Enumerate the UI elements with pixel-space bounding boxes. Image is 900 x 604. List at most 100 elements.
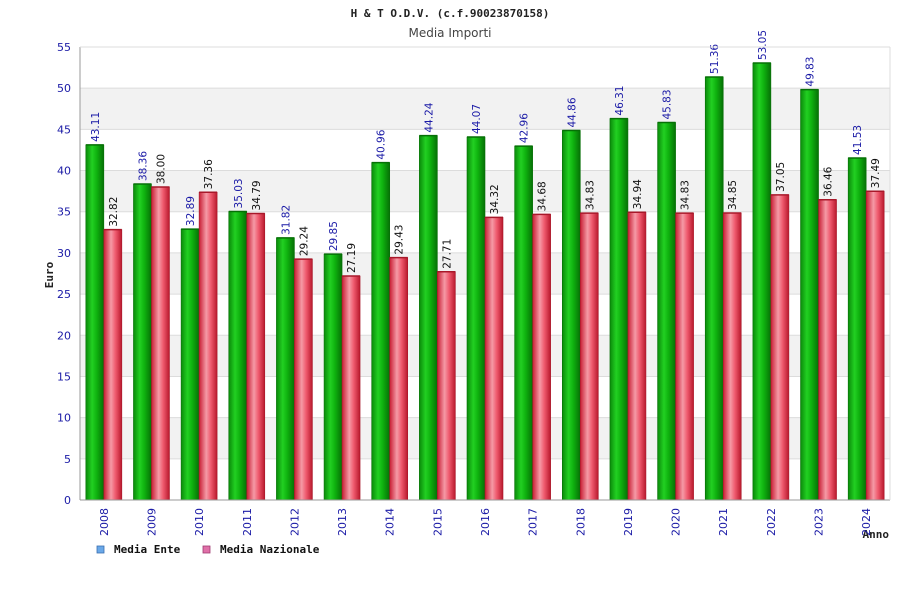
bar-media-ente [371, 162, 391, 501]
y-tick-label: 20 [57, 329, 71, 342]
x-tick-label: 2017 [527, 508, 540, 536]
bar-media-ente [180, 228, 200, 501]
y-tick-label: 10 [57, 412, 71, 425]
bar-media-ente [85, 144, 105, 501]
bar-media-nazionale [484, 217, 504, 501]
bar-media-nazionale [579, 212, 599, 501]
data-label: 42.96 [519, 113, 531, 143]
y-tick-label: 50 [57, 82, 71, 95]
data-label: 38.36 [137, 151, 149, 181]
bar-media-ente [657, 122, 676, 501]
data-label: 45.83 [662, 89, 674, 119]
y-tick-label: 35 [57, 206, 71, 219]
legend-label-media-ente: Media Ente [114, 543, 181, 556]
x-tick-label: 2009 [145, 508, 158, 536]
y-tick-label: 40 [57, 165, 71, 178]
y-tick-label: 30 [57, 247, 71, 260]
x-tick-label: 2011 [241, 508, 254, 536]
bar-media-nazionale [627, 211, 647, 501]
bar-media-nazionale [198, 191, 218, 501]
data-label: 34.79 [251, 180, 263, 210]
data-label: 53.05 [757, 30, 769, 60]
data-label: 34.83 [680, 180, 692, 210]
bar-media-ente [323, 253, 343, 501]
chart-subtitle: Media Importi [408, 26, 491, 40]
data-label: 27.71 [441, 239, 453, 269]
data-label: 34.83 [584, 180, 596, 210]
data-label: 40.96 [376, 129, 388, 159]
data-label: 46.31 [614, 86, 626, 116]
bar-media-nazionale [437, 271, 456, 501]
data-label: 49.83 [805, 57, 817, 87]
bar-media-nazionale [818, 199, 837, 501]
data-label: 43.11 [90, 112, 102, 142]
x-tick-label: 2018 [574, 508, 587, 536]
bar-media-nazionale [722, 212, 742, 501]
x-tick-label: 2019 [622, 508, 635, 536]
x-axis-label: Anno [863, 528, 890, 541]
legend-label-media-nazionale: Media Nazionale [220, 543, 320, 556]
bar-media-nazionale [389, 257, 409, 501]
x-tick-label: 2022 [765, 508, 778, 536]
data-label: 38.00 [155, 154, 167, 184]
x-tick-label: 2023 [813, 508, 826, 536]
bar-media-ente [419, 135, 438, 501]
bar-media-ente [847, 157, 867, 501]
x-tick-label: 2024 [860, 508, 873, 536]
data-label: 34.68 [537, 181, 549, 211]
bar-media-nazionale [246, 213, 266, 501]
data-label: 34.85 [727, 180, 739, 210]
data-label: 37.49 [870, 158, 882, 188]
bar-media-ente [228, 211, 248, 501]
y-tick-label: 55 [57, 41, 71, 54]
data-label: 44.86 [566, 97, 578, 127]
y-tick-label: 45 [57, 123, 71, 136]
bar-media-ente [752, 62, 772, 501]
data-label: 35.03 [233, 178, 245, 208]
x-tick-label: 2013 [336, 508, 349, 536]
bar-media-nazionale [103, 229, 123, 501]
data-label: 29.85 [328, 221, 340, 251]
bar-media-nazionale [865, 190, 885, 501]
bar-media-ente [133, 183, 152, 501]
axes [79, 46, 891, 501]
bar-media-ente [800, 89, 819, 501]
legend-swatch-media-nazionale [202, 545, 211, 554]
data-label: 41.53 [852, 125, 864, 155]
data-label: 44.07 [471, 104, 483, 134]
x-tick-label: 2012 [288, 508, 301, 536]
bar-media-ente [561, 130, 581, 501]
y-tick-label: 25 [57, 288, 71, 301]
data-label: 27.19 [346, 243, 358, 273]
bar-media-nazionale [770, 194, 790, 501]
bars [85, 62, 885, 501]
data-labels: 43.11 32.82 38.36 38.00 32.89 37.36 35.03 34.79… [90, 30, 882, 273]
bar-media-nazionale [151, 186, 170, 501]
x-tick-label: 2016 [479, 508, 492, 536]
x-tick-label: 2020 [670, 508, 683, 536]
bar-media-nazionale [341, 275, 361, 501]
data-label: 29.43 [394, 225, 406, 255]
y-axis-label: Euro [43, 261, 56, 288]
chart-title: H & T O.D.V. (c.f.90023870158) [351, 7, 550, 20]
y-axis-ticks: 0 5 10 15 20 25 30 35 40 45 50 55 [57, 41, 71, 507]
y-tick-label: 15 [57, 370, 71, 383]
data-label: 37.36 [203, 159, 215, 189]
x-tick-label: 2014 [384, 508, 397, 536]
data-label: 32.82 [108, 197, 120, 227]
bar-media-ente [514, 145, 533, 501]
bar-media-nazionale [532, 214, 551, 501]
data-label: 44.24 [423, 102, 435, 132]
data-label: 29.24 [298, 226, 310, 256]
y-tick-label: 0 [64, 494, 71, 507]
x-axis-ticks: 2008 2009 2010 2011 2012 2013 2014 2015 2016 2017… [98, 508, 873, 536]
y-tick-label: 5 [64, 453, 71, 466]
x-tick-label: 2008 [98, 508, 111, 536]
data-label: 34.94 [632, 179, 644, 209]
bar-media-ente [466, 136, 486, 501]
data-label: 51.36 [709, 44, 721, 74]
x-tick-label: 2015 [431, 508, 444, 536]
bar-media-ente [276, 237, 295, 501]
